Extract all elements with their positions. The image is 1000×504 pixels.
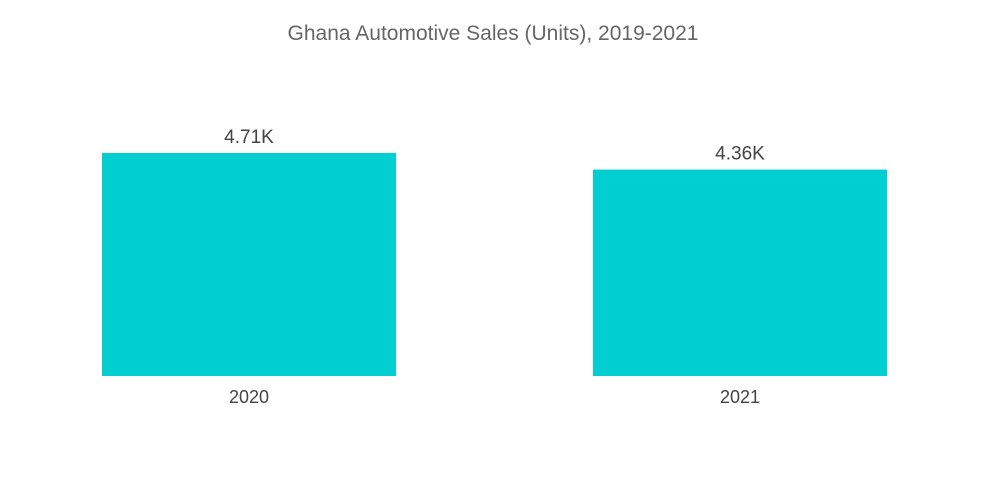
chart-title: Ghana Automotive Sales (Units), 2019-202… (288, 22, 699, 45)
data-label-2021: 4.36K (715, 144, 765, 165)
data-label-2020: 4.71K (224, 127, 274, 148)
bars-group (102, 153, 887, 376)
x-tick-labels-group: 2020 2021 (229, 387, 760, 407)
data-labels-group: 4.71K 4.36K (224, 127, 765, 165)
x-tick-label-2020: 2020 (229, 387, 269, 407)
x-tick-label-2021: 2021 (720, 387, 760, 407)
bar-2021 (593, 169, 887, 376)
bar-2020 (102, 153, 396, 376)
